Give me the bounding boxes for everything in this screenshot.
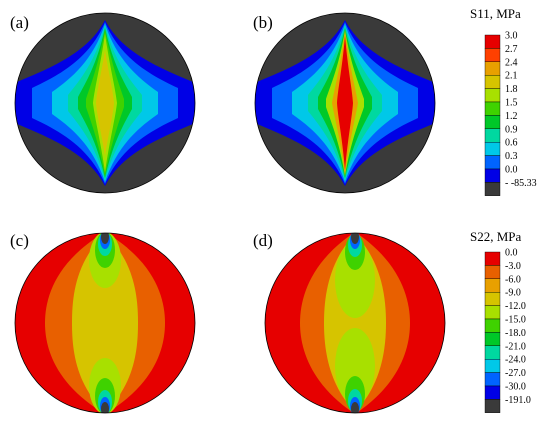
legend-title-s11: S11, MPa: [470, 6, 521, 21]
legend-swatch: [484, 265, 501, 279]
legend-tick-label: -6.0: [505, 274, 521, 285]
legend-tick-label: 2.4: [505, 57, 518, 68]
legend-tick-label: 1.8: [505, 84, 518, 95]
legend-swatch: [484, 292, 501, 306]
legend-swatch: [484, 88, 501, 103]
legend-swatch: [484, 128, 501, 143]
legend-tick-label: -3.0: [505, 261, 521, 272]
panel-label-c: (c): [10, 231, 29, 250]
legend-tick-label: 1.2: [505, 111, 518, 122]
legend-tick-label: -24.0: [505, 355, 526, 366]
legend-tick-label: -18.0: [505, 328, 526, 339]
legend-tick-label: 0.0: [505, 248, 518, 259]
legend-s11: S11, MPa 3.0 2.7 2.4 2.1 1.8 1.5 1.2 0.9 0.6 0.3 0…: [470, 6, 537, 196]
legend-s22-swatches: [484, 251, 501, 413]
legend-swatch: [484, 168, 501, 183]
legend-tick-label: 1.5: [505, 98, 518, 109]
legend-swatch: [484, 34, 501, 49]
legend-swatch: [484, 115, 501, 130]
legend-swatch: [484, 141, 501, 156]
panel-label-d: (d): [253, 231, 273, 250]
legend-tick-label: -9.0: [505, 288, 521, 299]
contour-disc-c: [14, 232, 196, 414]
legend-s22: S22, MPa 0.0 -3.0 -6.0 -9.0 -12.0 -15.0 -18.0 -…: [470, 229, 531, 413]
legend-tick-label: 0.9: [505, 124, 518, 135]
legend-tick-label: 2.1: [505, 71, 518, 82]
legend-swatch: [484, 61, 501, 76]
contour-disc-b: [254, 12, 436, 194]
panel-label-b: (b): [253, 13, 273, 32]
legend-swatch: [484, 399, 501, 413]
legend-s11-swatches: [484, 34, 501, 196]
legend-tick-label: -21.0: [505, 341, 526, 352]
contour-disc-a: [14, 12, 196, 194]
legend-tick-label: 2.7: [505, 44, 518, 55]
legend-tick-label: -12.0: [505, 301, 526, 312]
legend-swatch: [484, 74, 501, 89]
legend-swatch: [484, 385, 501, 400]
legend-title-s22: S22, MPa: [470, 229, 522, 244]
legend-s22-ticks: 0.0 -3.0 -6.0 -9.0 -12.0 -15.0 -18.0 -21.0 -24.0…: [505, 248, 531, 406]
legend-swatch: [484, 48, 501, 63]
legend-s11-ticks: 3.0 2.7 2.4 2.1 1.8 1.5 1.2 0.9 0.6 0.3 0.0 - -85.3…: [505, 31, 537, 189]
legend-swatch: [484, 251, 501, 266]
legend-tick-label: -30.0: [505, 382, 526, 393]
legend-tick-label: 0.3: [505, 151, 518, 162]
legend-swatch: [484, 345, 501, 360]
legend-swatch: [484, 182, 501, 196]
legend-swatch: [484, 101, 501, 116]
legend-swatch: [484, 305, 501, 320]
legend-tick-label: -191.0: [505, 395, 531, 406]
legend-swatch: [484, 359, 501, 373]
panel-label-a: (a): [10, 13, 29, 32]
legend-swatch: [484, 332, 501, 346]
contour-disc-d: [264, 232, 446, 414]
legend-tick-label: - -85.33: [505, 178, 537, 189]
legend-tick-label: -27.0: [505, 368, 526, 379]
legend-tick-label: 0.0: [505, 165, 518, 176]
legend-swatch: [484, 372, 501, 387]
legend-tick-label: -15.0: [505, 315, 526, 326]
legend-swatch: [484, 155, 501, 170]
legend-tick-label: 0.6: [505, 138, 518, 149]
legend-tick-label: 3.0: [505, 31, 518, 42]
legend-swatch: [484, 318, 501, 333]
legend-swatch: [484, 278, 501, 293]
